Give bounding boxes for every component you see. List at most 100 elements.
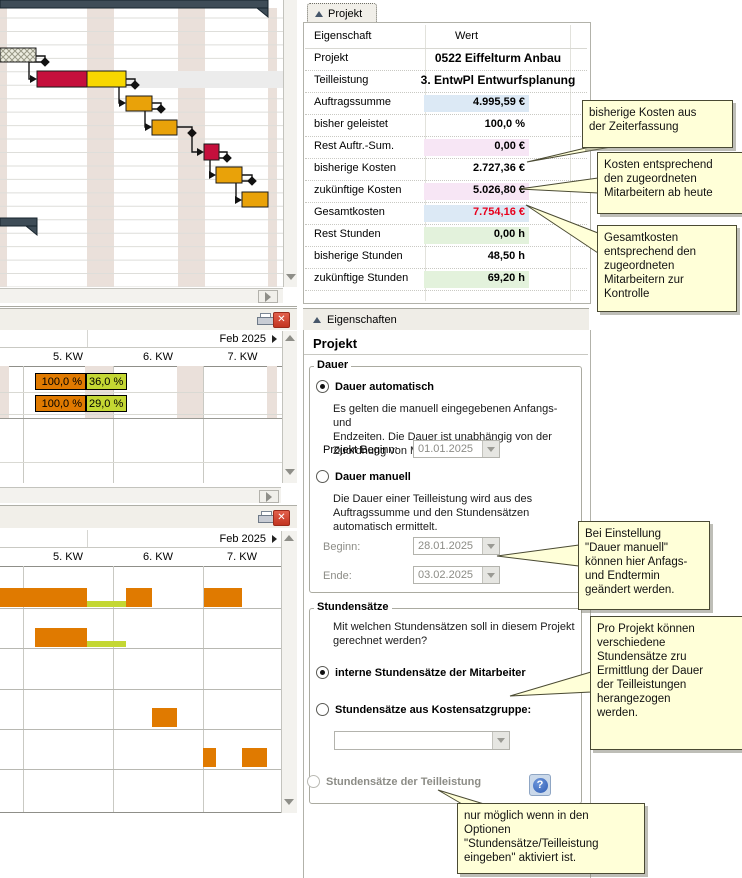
workload-bar[interactable] bbox=[35, 628, 87, 647]
gantt-task-bar[interactable] bbox=[36, 70, 88, 88]
table-row[interactable]: Rest Auftr.-Sum. 0,00 € bbox=[305, 136, 587, 159]
month-next-icon[interactable] bbox=[272, 535, 277, 543]
scroll-down-icon[interactable] bbox=[284, 799, 294, 805]
group-label: Stundensätze bbox=[314, 601, 392, 613]
chevron-down-icon[interactable] bbox=[482, 441, 499, 457]
gantt-bar-hatched[interactable] bbox=[0, 47, 37, 63]
chevron-down-icon[interactable] bbox=[492, 732, 509, 749]
scroll-up-icon[interactable] bbox=[284, 535, 294, 541]
radio-button-checked[interactable] bbox=[316, 380, 329, 393]
callout-bisherige-kosten: bisherige Kosten aus der Zeiterfassung bbox=[582, 100, 733, 148]
radio-dauer-automatisch[interactable]: Dauer automatisch bbox=[316, 380, 434, 393]
week-horizontal-scrollbar[interactable] bbox=[0, 487, 281, 503]
property-label: zukünftige Kosten bbox=[314, 184, 402, 196]
gantt-horizontal-scrollbar[interactable] bbox=[0, 288, 283, 303]
workload-bar[interactable] bbox=[242, 748, 267, 767]
scroll-right-button[interactable] bbox=[259, 490, 279, 503]
table-row[interactable]: Gesamtkosten 7.754,16 € bbox=[305, 202, 587, 225]
chevron-down-icon bbox=[285, 274, 296, 280]
property-label: Rest Auftr.-Sum. bbox=[314, 140, 395, 152]
collapse-icon[interactable] bbox=[315, 10, 323, 17]
property-value: 4.995,59 € bbox=[424, 95, 529, 112]
workload-bar[interactable] bbox=[152, 708, 177, 727]
kostensatzgruppe-combobox[interactable] bbox=[334, 731, 510, 750]
radio-stundensaetze-teilleistung[interactable]: Stundensätze der Teilleistung bbox=[307, 775, 481, 788]
scroll-right-button[interactable] bbox=[258, 290, 278, 303]
close-icon[interactable]: ✕ bbox=[273, 510, 290, 526]
gantt-task-bar[interactable] bbox=[203, 143, 220, 161]
gantt-task-bar[interactable] bbox=[86, 70, 127, 88]
workload-bar[interactable] bbox=[87, 601, 126, 607]
print-icon[interactable] bbox=[257, 313, 274, 326]
gantt-task-bar[interactable] bbox=[241, 191, 269, 208]
radio-kostensatzgruppe[interactable]: Stundensätze aus Kostensatzgruppe: bbox=[316, 703, 531, 716]
group-label: Dauer bbox=[314, 359, 352, 371]
callout-stundensaetze: Pro Projekt können verschiedene Stundens… bbox=[590, 616, 742, 750]
link-diamond bbox=[247, 176, 257, 186]
grid-line bbox=[0, 418, 282, 419]
table-row[interactable]: Projekt 0522 Eiffelturm Anbau bbox=[305, 48, 587, 71]
gantt-task-bar[interactable] bbox=[125, 95, 153, 112]
workload-bar[interactable] bbox=[204, 588, 242, 607]
chevron-right-icon bbox=[266, 491, 272, 502]
summary-bar[interactable] bbox=[0, 0, 269, 9]
table-row[interactable]: bisherige Kosten 2.727,36 € bbox=[305, 158, 587, 181]
close-icon[interactable]: ✕ bbox=[273, 312, 290, 328]
tab-eigenschaften[interactable]: Eigenschaften bbox=[303, 308, 589, 331]
projekt-beginn-combobox[interactable]: 01.01.2025 bbox=[413, 440, 500, 458]
grid-line bbox=[23, 366, 24, 483]
table-row[interactable]: bisherige Stunden 48,50 h bbox=[305, 246, 587, 269]
chevron-down-icon[interactable] bbox=[482, 538, 499, 554]
workload-bar[interactable] bbox=[0, 588, 87, 607]
summary-bar[interactable] bbox=[0, 217, 38, 227]
gantt-vertical-scrollbar[interactable] bbox=[283, 0, 297, 287]
week-vertical-scrollbar[interactable] bbox=[282, 331, 297, 483]
month-label: Feb 2025 bbox=[219, 333, 266, 345]
percent-box[interactable]: 100,0 % bbox=[35, 395, 86, 412]
collapse-icon[interactable] bbox=[313, 317, 321, 323]
radio-button-disabled[interactable] bbox=[307, 775, 320, 788]
table-row[interactable]: Teilleistung 3. EntwPl Entwurfsplanung bbox=[305, 70, 587, 93]
weekend-stripe bbox=[268, 8, 277, 287]
radio-button[interactable] bbox=[316, 703, 329, 716]
radio-button[interactable] bbox=[316, 470, 329, 483]
radio-button-checked[interactable] bbox=[316, 666, 329, 679]
percent-box[interactable]: 100,0 % bbox=[35, 373, 86, 390]
workload-bar[interactable] bbox=[126, 588, 152, 607]
scroll-up-icon[interactable] bbox=[285, 335, 295, 341]
radio-label: Dauer automatisch bbox=[335, 380, 435, 393]
workload-bar[interactable] bbox=[203, 748, 216, 767]
print-icon[interactable] bbox=[258, 511, 275, 524]
gantt-task-bar[interactable] bbox=[215, 166, 243, 184]
table-row[interactable]: bisher geleistet 100,0 % bbox=[305, 114, 587, 137]
table-row[interactable]: Rest Stunden 0,00 h bbox=[305, 224, 587, 247]
table-row[interactable]: zukünftige Stunden 69,20 h bbox=[305, 268, 587, 291]
week-header: 6. KW bbox=[143, 351, 173, 363]
summary-bar-notch bbox=[255, 7, 269, 19]
weekend-stripe bbox=[87, 8, 114, 287]
tab-projekt[interactable]: Projekt bbox=[307, 3, 377, 23]
radio-label: Dauer manuell bbox=[335, 470, 411, 483]
beginn-combobox[interactable]: 28.01.2025 bbox=[413, 537, 500, 555]
gantt-task-bar[interactable] bbox=[151, 119, 178, 136]
scroll-down-icon[interactable] bbox=[285, 469, 295, 475]
table-row[interactable]: Auftragssumme 4.995,59 € bbox=[305, 92, 587, 115]
chevron-right-icon bbox=[265, 291, 271, 302]
radio-dauer-manuell[interactable]: Dauer manuell bbox=[316, 470, 411, 483]
scroll-down-button[interactable] bbox=[285, 269, 296, 285]
workload-bar[interactable] bbox=[87, 641, 126, 647]
load-grid: Feb 2025 5. KW 6. KW 7. KW bbox=[0, 530, 281, 813]
table-row[interactable]: zukünftige Kosten 5.026,80 € bbox=[305, 180, 587, 203]
link-arrow-icon bbox=[235, 196, 242, 204]
percent-box[interactable]: 29,0 % bbox=[86, 395, 127, 412]
ende-combobox[interactable]: 03.02.2025 bbox=[413, 566, 500, 584]
link-line bbox=[28, 55, 46, 80]
load-vertical-scrollbar[interactable] bbox=[281, 531, 297, 813]
month-next-icon[interactable] bbox=[272, 335, 277, 343]
percent-box[interactable]: 36,0 % bbox=[86, 373, 127, 390]
property-label: Rest Stunden bbox=[314, 228, 381, 240]
radio-label: interne Stundensätze der Mitarbeiter bbox=[335, 666, 526, 679]
radio-interne-stundensaetze[interactable]: interne Stundensätze der Mitarbeiter bbox=[316, 666, 526, 679]
help-button[interactable]: ? bbox=[529, 774, 551, 796]
chevron-down-icon[interactable] bbox=[482, 567, 499, 583]
